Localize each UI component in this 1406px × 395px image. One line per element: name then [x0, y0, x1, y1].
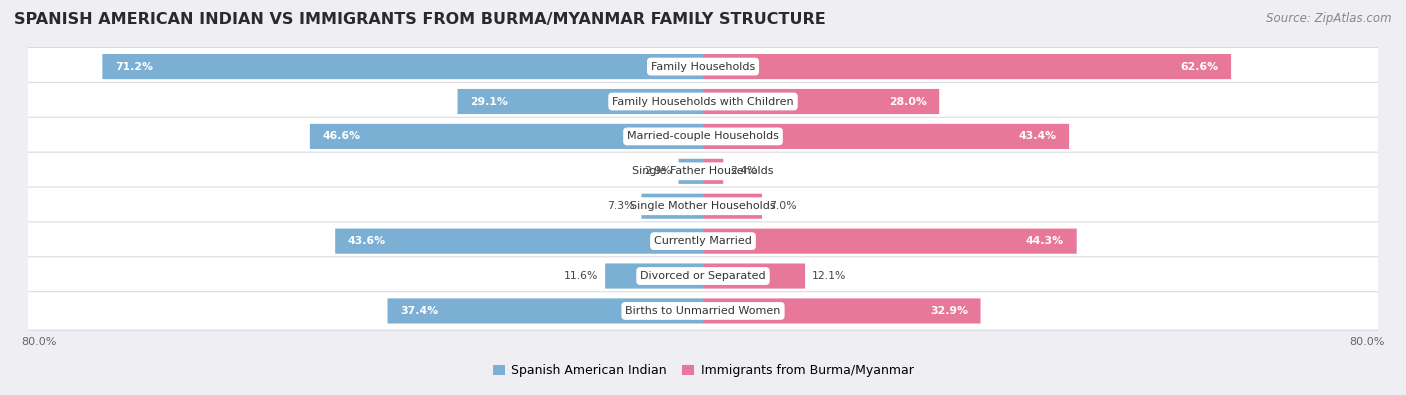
Text: 2.4%: 2.4%	[730, 166, 758, 176]
Text: 44.3%: 44.3%	[1026, 236, 1064, 246]
Text: 43.6%: 43.6%	[347, 236, 387, 246]
FancyBboxPatch shape	[703, 298, 980, 324]
FancyBboxPatch shape	[388, 298, 703, 324]
FancyBboxPatch shape	[20, 187, 1386, 226]
Text: 12.1%: 12.1%	[811, 271, 846, 281]
FancyBboxPatch shape	[20, 82, 1386, 121]
Text: Family Households: Family Households	[651, 62, 755, 71]
Text: SPANISH AMERICAN INDIAN VS IMMIGRANTS FROM BURMA/MYANMAR FAMILY STRUCTURE: SPANISH AMERICAN INDIAN VS IMMIGRANTS FR…	[14, 12, 825, 27]
Text: 80.0%: 80.0%	[1350, 337, 1385, 347]
FancyBboxPatch shape	[20, 257, 1386, 295]
Text: Single Father Households: Single Father Households	[633, 166, 773, 176]
FancyBboxPatch shape	[703, 194, 762, 219]
FancyBboxPatch shape	[457, 89, 703, 114]
FancyBboxPatch shape	[20, 47, 1386, 86]
FancyBboxPatch shape	[703, 263, 806, 289]
Text: 11.6%: 11.6%	[564, 271, 599, 281]
Legend: Spanish American Indian, Immigrants from Burma/Myanmar: Spanish American Indian, Immigrants from…	[492, 364, 914, 377]
FancyBboxPatch shape	[335, 229, 703, 254]
Text: 71.2%: 71.2%	[115, 62, 153, 71]
FancyBboxPatch shape	[20, 152, 1386, 190]
Text: Currently Married: Currently Married	[654, 236, 752, 246]
FancyBboxPatch shape	[703, 89, 939, 114]
FancyBboxPatch shape	[605, 263, 703, 289]
Text: Family Households with Children: Family Households with Children	[612, 96, 794, 107]
Text: Births to Unmarried Women: Births to Unmarried Women	[626, 306, 780, 316]
FancyBboxPatch shape	[20, 292, 1386, 330]
FancyBboxPatch shape	[103, 54, 703, 79]
Text: 29.1%: 29.1%	[470, 96, 508, 107]
Text: Source: ZipAtlas.com: Source: ZipAtlas.com	[1267, 12, 1392, 25]
Text: 7.0%: 7.0%	[769, 201, 796, 211]
FancyBboxPatch shape	[641, 194, 703, 219]
Text: 37.4%: 37.4%	[401, 306, 439, 316]
Text: 7.3%: 7.3%	[607, 201, 634, 211]
FancyBboxPatch shape	[703, 124, 1069, 149]
Text: 43.4%: 43.4%	[1018, 132, 1056, 141]
FancyBboxPatch shape	[703, 54, 1232, 79]
Text: 32.9%: 32.9%	[929, 306, 967, 316]
Text: Married-couple Households: Married-couple Households	[627, 132, 779, 141]
Text: Single Mother Households: Single Mother Households	[630, 201, 776, 211]
Text: 46.6%: 46.6%	[322, 132, 361, 141]
Text: 62.6%: 62.6%	[1180, 62, 1219, 71]
FancyBboxPatch shape	[703, 229, 1077, 254]
Text: 80.0%: 80.0%	[21, 337, 56, 347]
FancyBboxPatch shape	[20, 222, 1386, 260]
FancyBboxPatch shape	[679, 159, 703, 184]
FancyBboxPatch shape	[20, 117, 1386, 156]
FancyBboxPatch shape	[309, 124, 703, 149]
Text: 2.9%: 2.9%	[644, 166, 672, 176]
FancyBboxPatch shape	[703, 159, 723, 184]
Text: Divorced or Separated: Divorced or Separated	[640, 271, 766, 281]
Text: 28.0%: 28.0%	[889, 96, 927, 107]
